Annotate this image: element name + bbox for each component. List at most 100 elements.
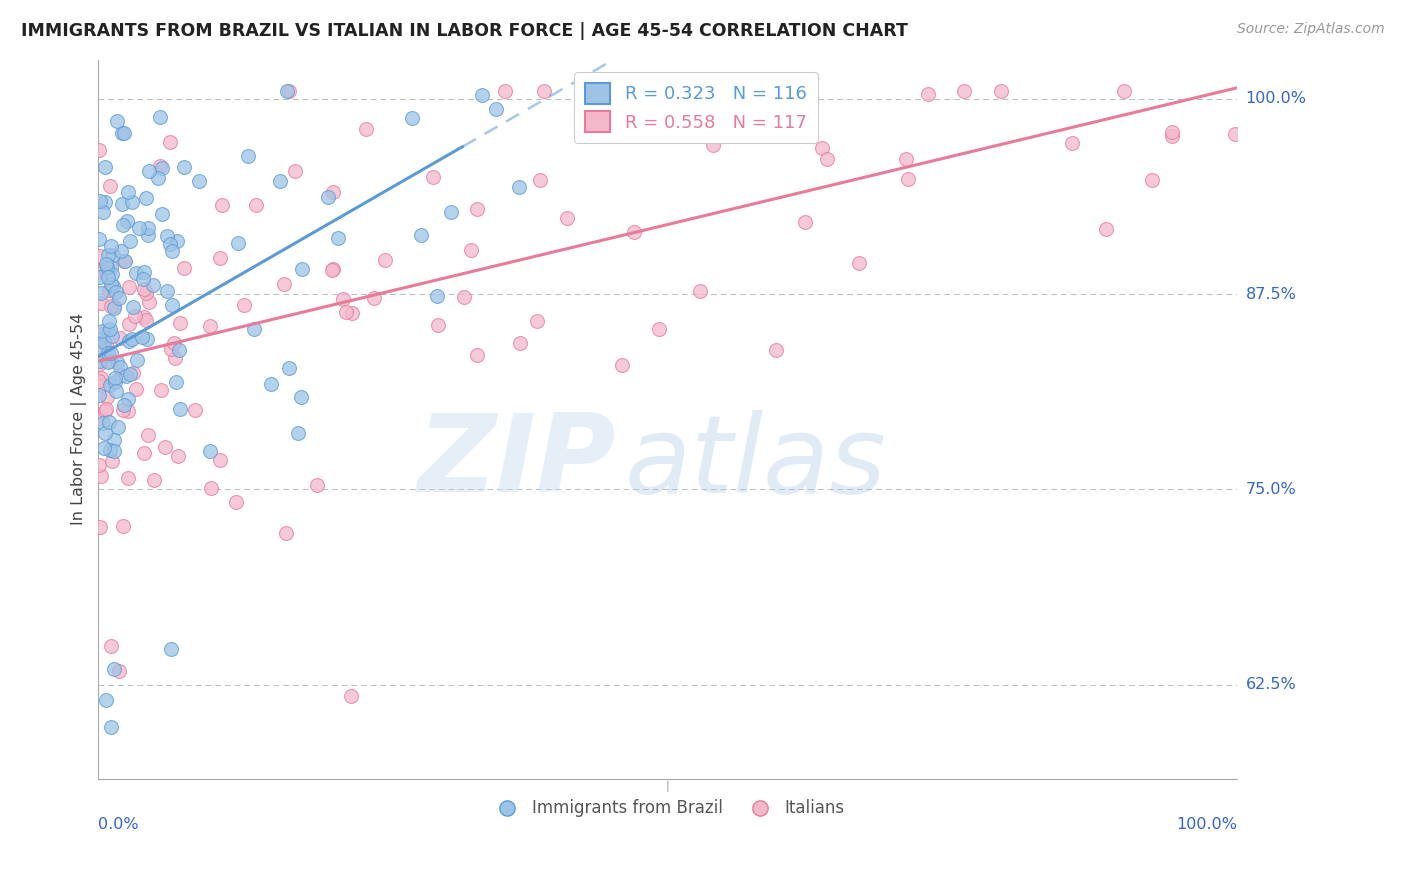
Point [209, 453, 232, 467]
Point [236, 149, 259, 163]
Point [100, 720, 122, 734]
Point [89, 332, 111, 346]
Point [187, 173, 209, 187]
Point [111, 196, 134, 211]
Point [426, 289, 449, 303]
Point [89, 374, 111, 388]
Point [1140, 173, 1163, 187]
Point [89, 357, 111, 371]
Point [89, 232, 111, 246]
Point [184, 403, 207, 417]
Text: 0.0%: 0.0% [98, 817, 139, 832]
Point [156, 229, 179, 244]
Point [98, 283, 121, 297]
Point [107, 419, 129, 434]
Point [284, 164, 307, 178]
Point [422, 169, 444, 184]
Point [98, 322, 121, 336]
Point [274, 525, 297, 540]
Point [112, 253, 135, 268]
Point [100, 277, 122, 292]
Point [115, 368, 138, 383]
Point [169, 402, 191, 417]
Point [122, 300, 145, 314]
Point [290, 390, 312, 404]
Point [91, 265, 114, 279]
Point [132, 265, 155, 279]
Point [326, 231, 349, 245]
Point [117, 185, 139, 199]
Point [208, 252, 231, 266]
Point [110, 359, 132, 374]
Point [111, 519, 134, 533]
Point [103, 443, 125, 458]
Point [131, 330, 153, 344]
Point [610, 359, 633, 373]
Point [142, 473, 165, 487]
Point [136, 227, 159, 242]
Point [990, 84, 1012, 98]
Point [104, 384, 127, 398]
Point [135, 191, 157, 205]
Legend: Immigrants from Brazil, Italians: Immigrants from Brazil, Italians [484, 793, 852, 824]
Point [953, 84, 976, 98]
Point [1160, 125, 1182, 139]
Point [278, 361, 301, 376]
Point [166, 234, 188, 248]
Point [305, 477, 328, 491]
Point [94, 693, 117, 707]
Point [1095, 222, 1118, 236]
Point [198, 443, 221, 458]
Point [118, 317, 141, 331]
Point [114, 254, 136, 268]
Point [321, 262, 343, 277]
Point [122, 367, 145, 381]
Point [91, 205, 114, 219]
Point [160, 343, 183, 357]
Point [169, 316, 191, 330]
Point [97, 248, 120, 262]
Point [108, 664, 131, 678]
Point [335, 304, 357, 318]
Point [173, 160, 195, 174]
Point [135, 313, 157, 327]
Point [485, 102, 508, 116]
Point [110, 331, 132, 345]
Point [111, 402, 134, 417]
Point [96, 390, 118, 404]
Point [112, 398, 135, 412]
Point [98, 415, 121, 429]
Point [93, 442, 115, 456]
Point [94, 257, 117, 271]
Point [125, 382, 148, 396]
Point [96, 401, 118, 416]
Text: ZIP: ZIP [418, 409, 617, 516]
Point [896, 152, 918, 166]
Point [89, 353, 111, 368]
Point [98, 443, 121, 458]
Point [100, 454, 122, 468]
Point [453, 290, 475, 304]
Point [374, 253, 396, 268]
Point [121, 332, 143, 346]
Point [165, 375, 187, 389]
Point [121, 195, 143, 210]
Text: 62.5%: 62.5% [1246, 677, 1296, 692]
Point [156, 284, 179, 298]
Point [89, 520, 111, 534]
Point [117, 404, 139, 418]
Point [111, 218, 134, 232]
Point [465, 202, 488, 216]
Point [118, 334, 141, 348]
Point [100, 353, 122, 368]
Point [917, 87, 939, 101]
Point [460, 243, 482, 257]
Point [134, 445, 156, 459]
Point [91, 324, 114, 338]
Point [117, 392, 139, 407]
Point [509, 335, 531, 350]
Point [100, 299, 122, 313]
Point [98, 314, 121, 328]
Point [1062, 136, 1084, 150]
Point [765, 343, 787, 358]
